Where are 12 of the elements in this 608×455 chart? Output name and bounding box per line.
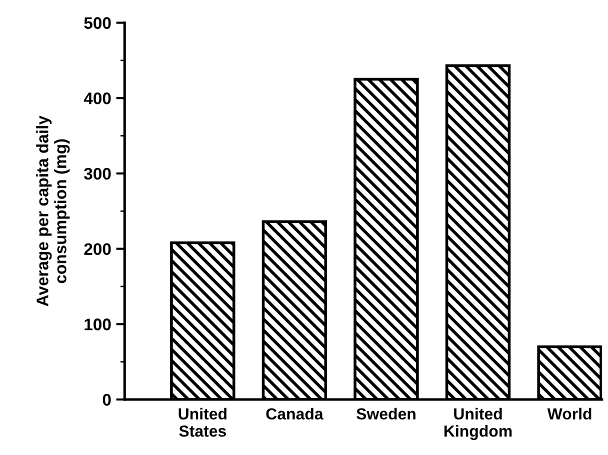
y-tick-label: 500 [84,17,111,29]
x-tick-label: United States [178,408,226,437]
x-tick-label: Canada [266,408,324,420]
y-tick-label: 0 [102,394,111,406]
y-tick-label: 100 [84,318,111,330]
x-tick-label: Sweden [356,408,416,420]
y-axis-title: Average per capita daily consumption (mg) [36,116,70,306]
x-tick-label: United Kingdom [444,408,512,440]
y-tick-label: 200 [84,243,111,255]
y-tick-label: 400 [84,92,111,104]
y-tick-label: 300 [84,168,111,180]
x-tick-label: World [547,408,592,420]
